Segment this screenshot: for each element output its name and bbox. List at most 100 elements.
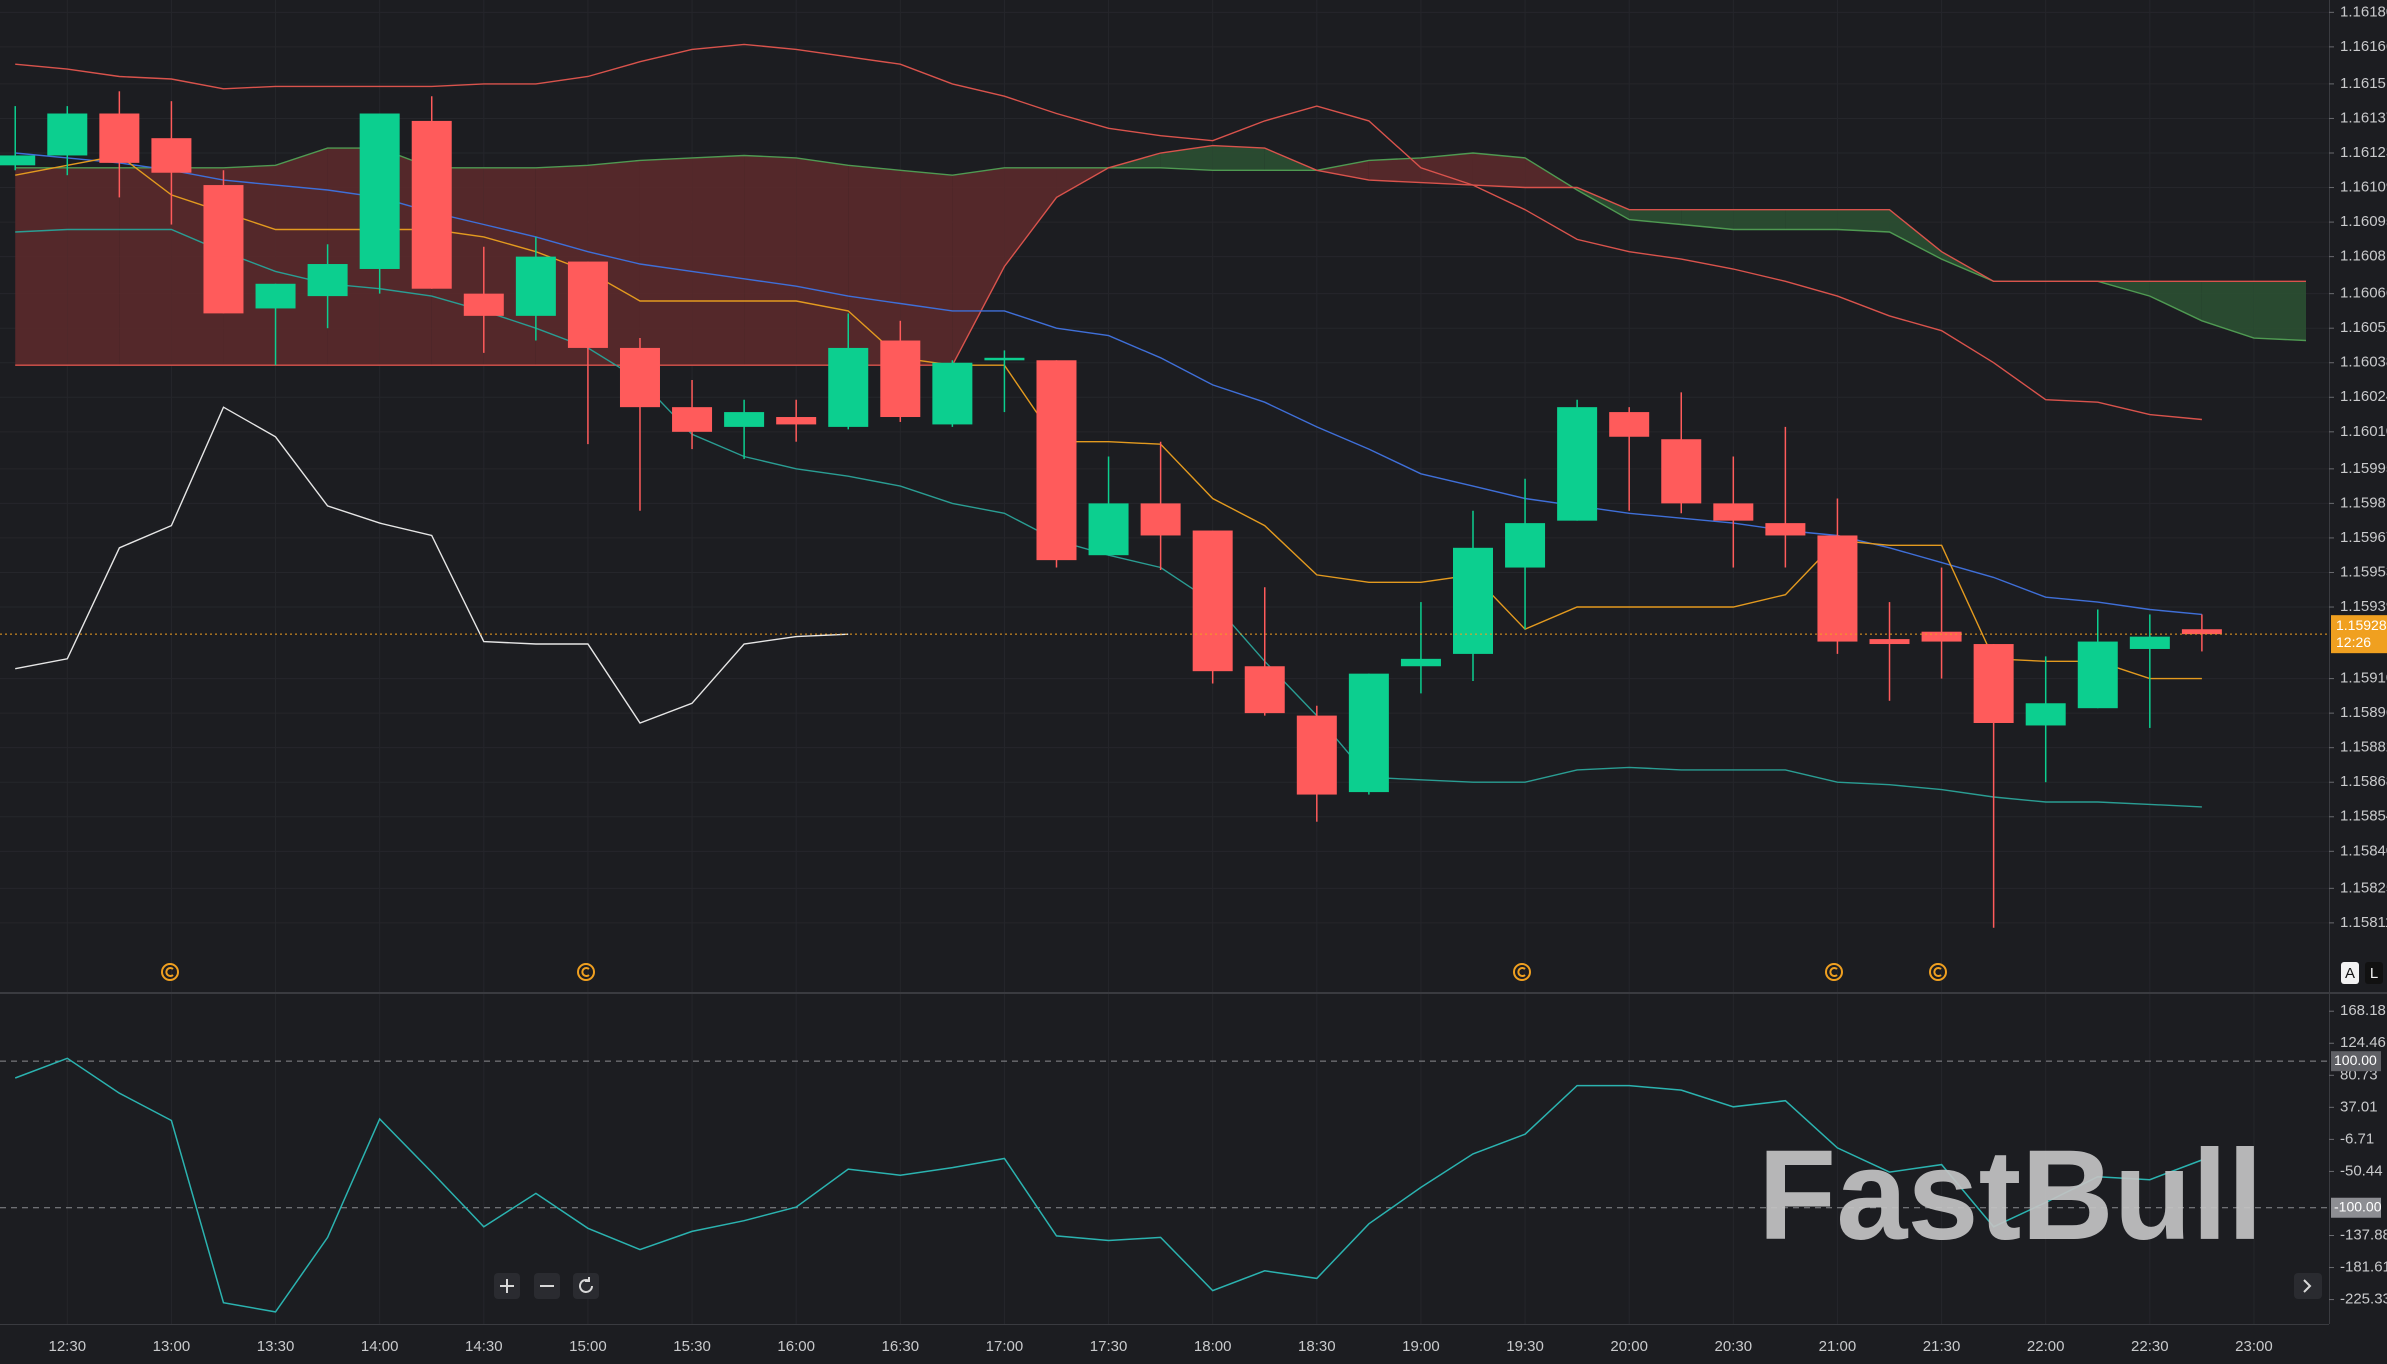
- candle-body: [567, 261, 608, 348]
- cloud-fill: [848, 165, 901, 366]
- y-tick-label: 1.15868: [2340, 773, 2387, 790]
- auto-scale-label: A: [2345, 965, 2355, 982]
- log-scale-button[interactable]: [2365, 962, 2383, 984]
- candle-body: [1505, 523, 1546, 568]
- x-tick-label: 17:00: [986, 1338, 1024, 1355]
- cloud-fill: [692, 155, 745, 366]
- x-tick-label: 20:30: [1715, 1338, 1753, 1355]
- x-tick-label: 23:00: [2235, 1338, 2273, 1355]
- y-tick-label: 1.15910: [2340, 670, 2387, 687]
- y-tick-label: -181.61: [2340, 1259, 2387, 1276]
- auto-scale-button[interactable]: [2341, 962, 2359, 984]
- reset-button[interactable]: [573, 1273, 599, 1299]
- y-tick-label: 1.16024: [2340, 388, 2387, 405]
- y-tick-label: 124.46: [2340, 1034, 2386, 1051]
- event-icon[interactable]: [577, 963, 595, 981]
- zoom-controls: [494, 1273, 2322, 1299]
- x-tick-label: 14:00: [361, 1338, 399, 1355]
- cloud-fill: [2201, 281, 2254, 339]
- indicator-line: [15, 43, 2202, 421]
- candle-body: [463, 293, 504, 316]
- candle-body: [1869, 639, 1910, 645]
- candle-body: [828, 347, 869, 427]
- candle-body: [1713, 503, 1754, 521]
- x-tick-label: 20:00: [1610, 1338, 1648, 1355]
- candle-body: [619, 347, 660, 408]
- candle-body: [1348, 673, 1389, 793]
- x-tick-label: 15:00: [569, 1338, 607, 1355]
- cloud-fill: [639, 157, 693, 366]
- candle-body: [99, 113, 140, 163]
- y-tick-label: 37.01: [2340, 1098, 2378, 1115]
- candle-body: [1973, 644, 2014, 724]
- candle-body: [932, 362, 973, 425]
- x-tick-label: 19:30: [1506, 1338, 1544, 1355]
- candle-body: [411, 120, 452, 289]
- x-tick-label: 21:30: [1923, 1338, 1961, 1355]
- cloud-fill: [952, 167, 1005, 366]
- watermark: FastBull: [1758, 1124, 2263, 1267]
- event-icon[interactable]: [1513, 963, 1531, 981]
- scroll-right-icon: [2303, 1279, 2312, 1293]
- candle-body: [1817, 535, 1858, 642]
- y-tick-label: 1.15896: [2340, 704, 2387, 721]
- current-price-label: 1.15928: [2336, 617, 2387, 633]
- candle-body: [307, 264, 348, 297]
- cloud-fill: [1316, 160, 1369, 181]
- x-tick-label: 18:30: [1298, 1338, 1336, 1355]
- indicator-line: [15, 144, 2306, 366]
- log-scale-label: L: [2370, 965, 2378, 982]
- cloud-fill: [900, 170, 953, 366]
- candle-body: [1296, 715, 1337, 795]
- event-icon[interactable]: [1929, 963, 1947, 981]
- event-icon[interactable]: [161, 963, 179, 981]
- y-tick-label: 1.16109: [2340, 179, 2387, 196]
- cloud-fill: [1889, 209, 1942, 260]
- y-tick-label: -6.71: [2340, 1130, 2374, 1147]
- cloud-fill: [1629, 209, 1682, 225]
- cloud-fill: [1420, 152, 1473, 186]
- cloud-fill: [744, 155, 797, 366]
- candle-body: [1765, 523, 1806, 536]
- candle-body: [2077, 641, 2118, 709]
- cloud-fill: [1681, 209, 1734, 230]
- x-tick-label: 22:00: [2027, 1338, 2065, 1355]
- candle-body: [0, 155, 36, 166]
- candle-body: [672, 407, 713, 432]
- y-tick-label: 1.16137: [2340, 109, 2387, 126]
- y-tick-label: 1.15854: [2340, 808, 2387, 825]
- x-tick-label: 18:00: [1194, 1338, 1232, 1355]
- y-tick-label: 1.16123: [2340, 144, 2387, 161]
- cloud-fill: [1472, 152, 1526, 188]
- x-tick-label: 13:30: [257, 1338, 295, 1355]
- candle-body: [1557, 407, 1598, 521]
- scroll-right-button[interactable]: [2294, 1273, 2322, 1299]
- reset-icon: [579, 1277, 593, 1293]
- x-tick-label: 13:00: [153, 1338, 191, 1355]
- event-icon[interactable]: [1825, 963, 1843, 981]
- level-label-box: [2331, 1051, 2381, 1072]
- candle-body: [47, 113, 88, 156]
- y-tick-label: 1.15882: [2340, 739, 2387, 756]
- cloud-fill: [2253, 281, 2307, 341]
- cloud-fill: [1212, 145, 1265, 171]
- cloud-fill: [1368, 157, 1421, 183]
- scale-buttons: A L: [2341, 962, 2383, 984]
- event-icon-glyph: [165, 967, 1942, 977]
- candle-body: [1244, 666, 1285, 714]
- candle-body: [880, 340, 921, 418]
- candle-body: [776, 417, 817, 425]
- current-price-box: [2331, 615, 2387, 654]
- candle-body: [724, 412, 765, 427]
- event-markers: [161, 963, 1947, 981]
- candle-body: [1609, 412, 1650, 437]
- candle-body: [151, 138, 192, 173]
- candle-body: [515, 256, 556, 316]
- y-tick-label: -50.44: [2340, 1162, 2383, 1179]
- y-tick-label: 168.18: [2340, 1002, 2386, 1019]
